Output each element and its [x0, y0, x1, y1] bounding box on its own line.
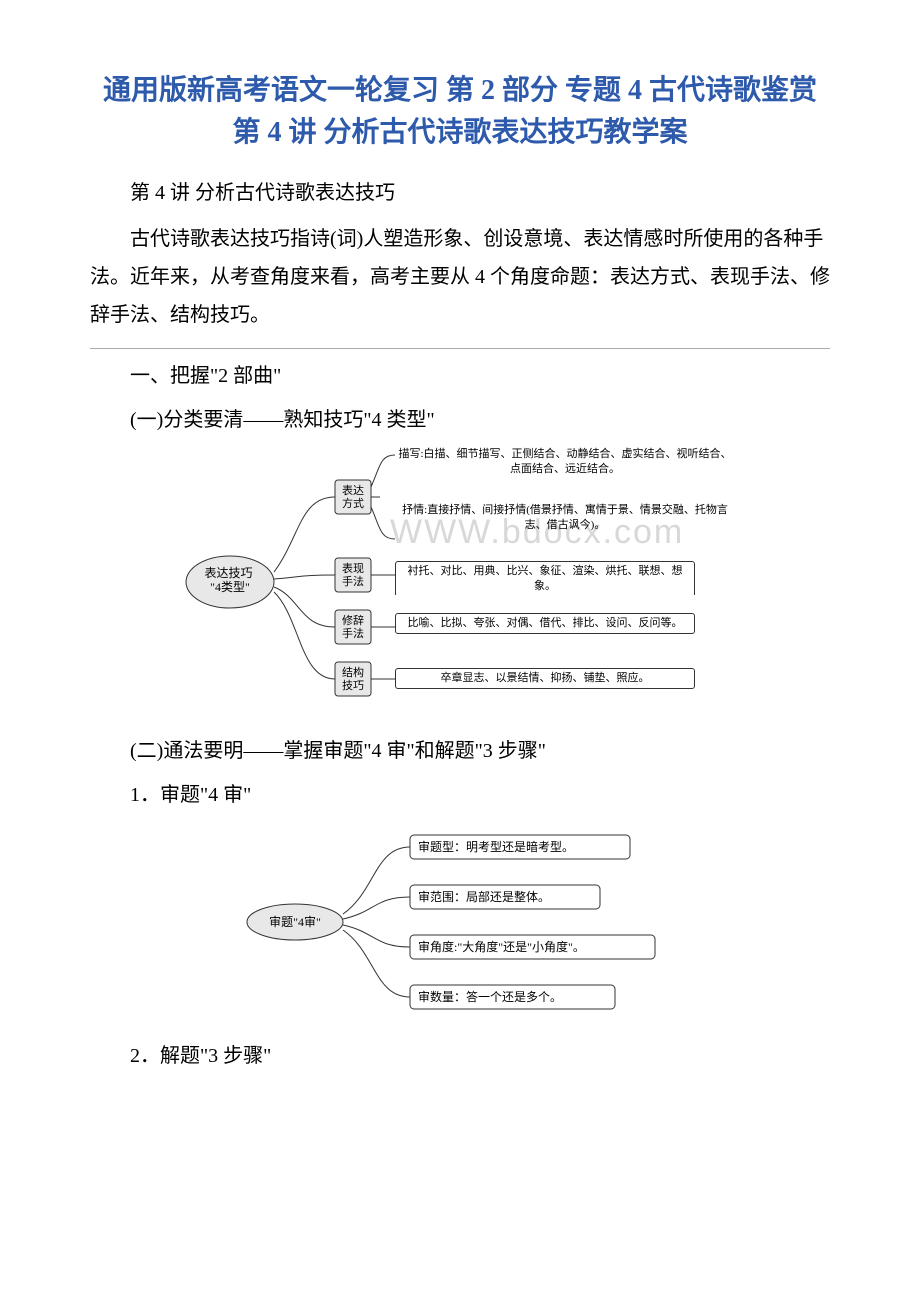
diagram-2-wrap: 审题"4审" 审题型：明考型还是暗考型。 审范围：局部还是整体。 审角度:"大角…: [90, 822, 830, 1027]
heading-5: 2．解题"3 步骤": [90, 1037, 830, 1075]
svg-text:结构技巧: 结构技巧: [342, 665, 364, 692]
d1-root-l2: "4类型": [210, 580, 250, 594]
d1-node-4: 结构技巧: [335, 662, 371, 696]
svg-text:审数量：答一个还是多个。: 审数量：答一个还是多个。: [418, 989, 562, 1004]
d1-t1a: 描写:白描、细节描写、正侧结合、动静结合、虚实结合、视听结合、点面结合、远近结合…: [395, 447, 735, 477]
svg-text:审角度:"大角度"还是"小角度"。: 审角度:"大角度"还是"小角度"。: [418, 939, 585, 954]
d1-node-1: 表达方式: [335, 480, 371, 514]
diagram-4-review: 审题"4审" 审题型：明考型还是暗考型。 审范围：局部还是整体。 审角度:"大角…: [240, 822, 680, 1022]
d1-t3: 比喻、比拟、夸张、对偶、借代、排比、设问、反问等。: [395, 613, 695, 634]
divider: [90, 348, 830, 349]
diagram-4-types: 表达技巧 "4类型" 表达方式 表现手法 修辞手法 结构技巧: [180, 447, 740, 717]
heading-2: (一)分类要清——熟知技巧"4 类型": [90, 401, 830, 439]
d1-t4: 卒章显志、以景结情、抑扬、铺垫、照应。: [395, 668, 695, 689]
d2-item-2: 审范围：局部还是整体。: [410, 885, 600, 909]
d1-t2: 衬托、对比、用典、比兴、象征、渲染、烘托、联想、想象。: [395, 561, 695, 595]
d2-item-4: 审数量：答一个还是多个。: [410, 985, 615, 1009]
svg-text:审范围：局部还是整体。: 审范围：局部还是整体。: [418, 889, 550, 904]
heading-3: (二)通法要明——掌握审题"4 审"和解题"3 步骤": [90, 732, 830, 770]
svg-text:修辞手法: 修辞手法: [342, 613, 364, 640]
paragraph-1: 第 4 讲 分析古代诗歌表达技巧: [90, 174, 830, 212]
d1-node-2: 表现手法: [335, 558, 371, 592]
d1-root-l1: 表达技巧: [204, 566, 252, 580]
paragraph-2: 古代诗歌表达技巧指诗(词)人塑造形象、创设意境、表达情感时所使用的各种手法。近年…: [90, 220, 830, 334]
d1-node-3: 修辞手法: [335, 610, 371, 644]
svg-text:审题型：明考型还是暗考型。: 审题型：明考型还是暗考型。: [418, 839, 574, 854]
svg-text:表现手法: 表现手法: [342, 561, 364, 588]
svg-text:表达技巧 "4类型": 表达技巧 "4类型": [204, 566, 255, 594]
d2-item-3: 审角度:"大角度"还是"小角度"。: [410, 935, 655, 959]
d2-item-1: 审题型：明考型还是暗考型。: [410, 835, 630, 859]
svg-text:表达方式: 表达方式: [342, 483, 364, 510]
d2-root: 审题"4审": [269, 914, 321, 929]
heading-1: 一、把握"2 部曲": [90, 357, 830, 395]
page-title: 通用版新高考语文一轮复习 第 2 部分 专题 4 古代诗歌鉴赏 第 4 讲 分析…: [90, 70, 830, 154]
diagram-1-wrap: WWW.bdocx.com 表达技巧 "4类型" 表达方式 表现手法 修辞手法 …: [90, 447, 830, 722]
d1-t1b: 抒情:直接抒情、间接抒情(借景抒情、寓情于景、情景交融、托物言志、借古讽今)。: [395, 503, 735, 533]
heading-4: 1．审题"4 审": [90, 776, 830, 814]
